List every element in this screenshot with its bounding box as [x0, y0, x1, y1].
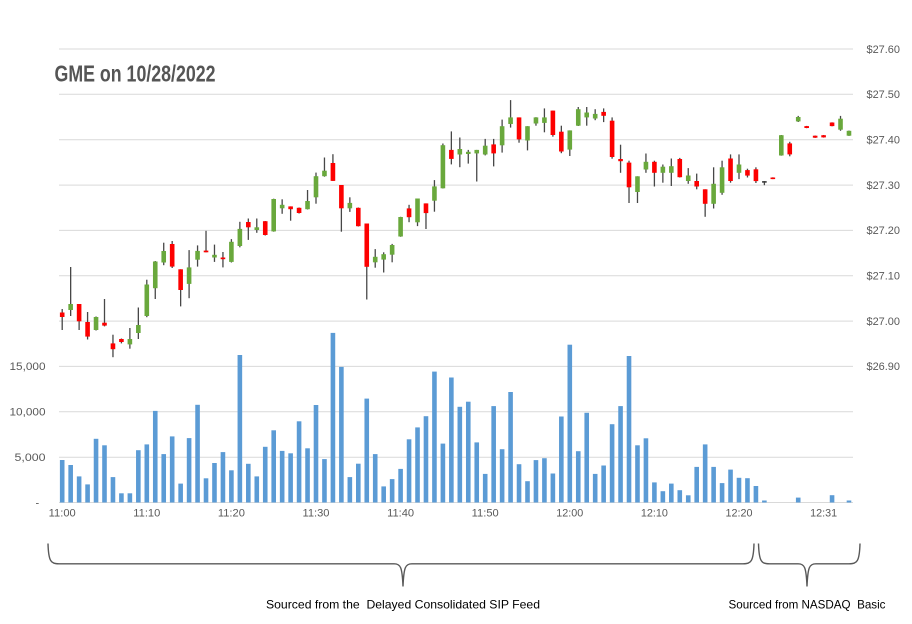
svg-text:GME on 10/28/2022: GME on 10/28/2022	[55, 61, 216, 87]
svg-text:12:10: 12:10	[641, 508, 668, 520]
svg-text:$27.30: $27.30	[867, 180, 901, 192]
svg-text:$26.90: $26.90	[867, 361, 901, 373]
svg-text:11:20: 11:20	[218, 508, 245, 520]
svg-text:$27.40: $27.40	[867, 135, 901, 147]
svg-text:-: -	[35, 497, 39, 509]
svg-text:5,000: 5,000	[15, 452, 46, 464]
svg-text:12:00: 12:00	[556, 508, 583, 520]
svg-text:$27.60: $27.60	[867, 44, 901, 56]
svg-text:10,000: 10,000	[10, 407, 46, 419]
svg-text:11:30: 11:30	[303, 508, 330, 520]
svg-text:15,000: 15,000	[10, 361, 46, 373]
svg-text:12:31: 12:31	[810, 508, 837, 520]
svg-text:$27.10: $27.10	[867, 271, 901, 283]
svg-text:Sourced from NASDAQ Basic: Sourced from NASDAQ Basic	[729, 598, 886, 612]
svg-text:Sourced from the Delayed Cons: Sourced from the Delayed Consolidated SI…	[266, 598, 540, 612]
svg-text:11:40: 11:40	[387, 508, 414, 520]
svg-text:$27.20: $27.20	[867, 225, 901, 237]
svg-text:11:50: 11:50	[472, 508, 499, 520]
svg-text:$27.00: $27.00	[867, 316, 901, 328]
svg-text:11:00: 11:00	[49, 508, 76, 520]
svg-text:12:20: 12:20	[726, 508, 753, 520]
svg-text:$27.50: $27.50	[867, 89, 901, 101]
svg-text:11:10: 11:10	[133, 508, 160, 520]
